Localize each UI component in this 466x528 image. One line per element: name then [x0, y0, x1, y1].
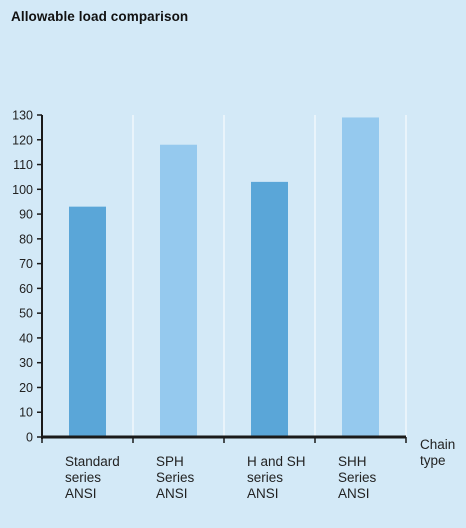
- y-tick-label-0: 0: [26, 431, 33, 445]
- x-tick-label-3: H and SH series ANSI: [247, 454, 306, 501]
- labels: 0 10 20 30 40 50 60 70 80 90 100 110 120 130 Standard s…: [12, 109, 455, 502]
- y-tick-label-70: 70: [19, 257, 33, 271]
- bars: [69, 117, 379, 437]
- x-tick-label-2: SPH Series ANSI: [156, 454, 195, 501]
- y-tick-label-40: 40: [19, 331, 33, 345]
- bar-4: [342, 117, 379, 437]
- x-tick-label-4: SHH Series ANSI: [338, 454, 377, 501]
- bar-3: [251, 181, 288, 437]
- y-tick-label-130: 130: [12, 109, 33, 123]
- y-tick-label-10: 10: [19, 406, 33, 420]
- x-tick-label-1: Standard series ANSI: [65, 454, 120, 501]
- y-tick-label-90: 90: [19, 208, 33, 222]
- chart-title: Allowable load comparison: [11, 9, 189, 24]
- bar-2: [160, 144, 197, 437]
- axes: [37, 114, 407, 443]
- bar-1: [69, 206, 106, 437]
- y-tick-label-80: 80: [19, 232, 33, 246]
- y-tick-label-120: 120: [12, 133, 33, 147]
- y-tick-label-60: 60: [19, 282, 33, 296]
- x-axis-title: Chain type: [420, 437, 455, 468]
- y-tick-label-100: 100: [12, 183, 33, 197]
- y-tick-label-50: 50: [19, 307, 33, 321]
- y-tick-label-20: 20: [19, 381, 33, 395]
- y-tick-label-30: 30: [19, 356, 33, 370]
- y-tick-label-110: 110: [13, 158, 33, 172]
- grid-lines: [132, 115, 407, 437]
